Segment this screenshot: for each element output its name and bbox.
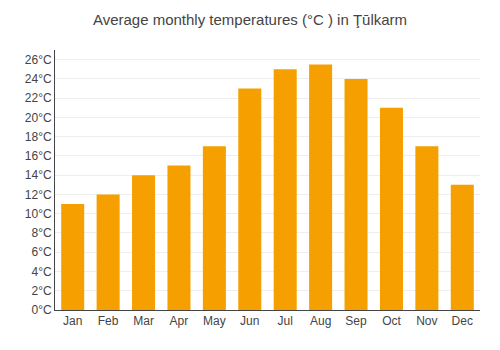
svg-text:May: May (203, 314, 226, 328)
svg-text:2°C: 2°C (31, 284, 51, 298)
svg-text:14°C: 14°C (25, 168, 52, 182)
svg-text:16°C: 16°C (25, 149, 52, 163)
svg-text:10°C: 10°C (25, 207, 52, 221)
svg-text:18°C: 18°C (25, 130, 52, 144)
svg-text:Aug: Aug (310, 314, 331, 328)
svg-text:Oct: Oct (382, 314, 401, 328)
svg-text:4°C: 4°C (31, 265, 51, 279)
svg-text:Mar: Mar (133, 314, 154, 328)
svg-text:Jun: Jun (240, 314, 259, 328)
svg-text:Jul: Jul (278, 314, 293, 328)
svg-text:24°C: 24°C (25, 72, 52, 86)
svg-text:26°C: 26°C (25, 53, 52, 67)
svg-text:12°C: 12°C (25, 188, 52, 202)
svg-text:Sep: Sep (345, 314, 367, 328)
svg-text:0°C: 0°C (31, 303, 51, 317)
svg-text:Feb: Feb (98, 314, 119, 328)
svg-text:8°C: 8°C (31, 226, 51, 240)
svg-text:Dec: Dec (452, 314, 473, 328)
svg-text:Apr: Apr (170, 314, 189, 328)
svg-text:Nov: Nov (416, 314, 437, 328)
svg-text:22°C: 22°C (25, 91, 52, 105)
svg-text:6°C: 6°C (31, 245, 51, 259)
svg-text:Average monthly temperatures (: Average monthly temperatures (°C ) in Ţū… (93, 11, 407, 28)
svg-text:Jan: Jan (63, 314, 82, 328)
svg-text:20°C: 20°C (25, 111, 52, 125)
